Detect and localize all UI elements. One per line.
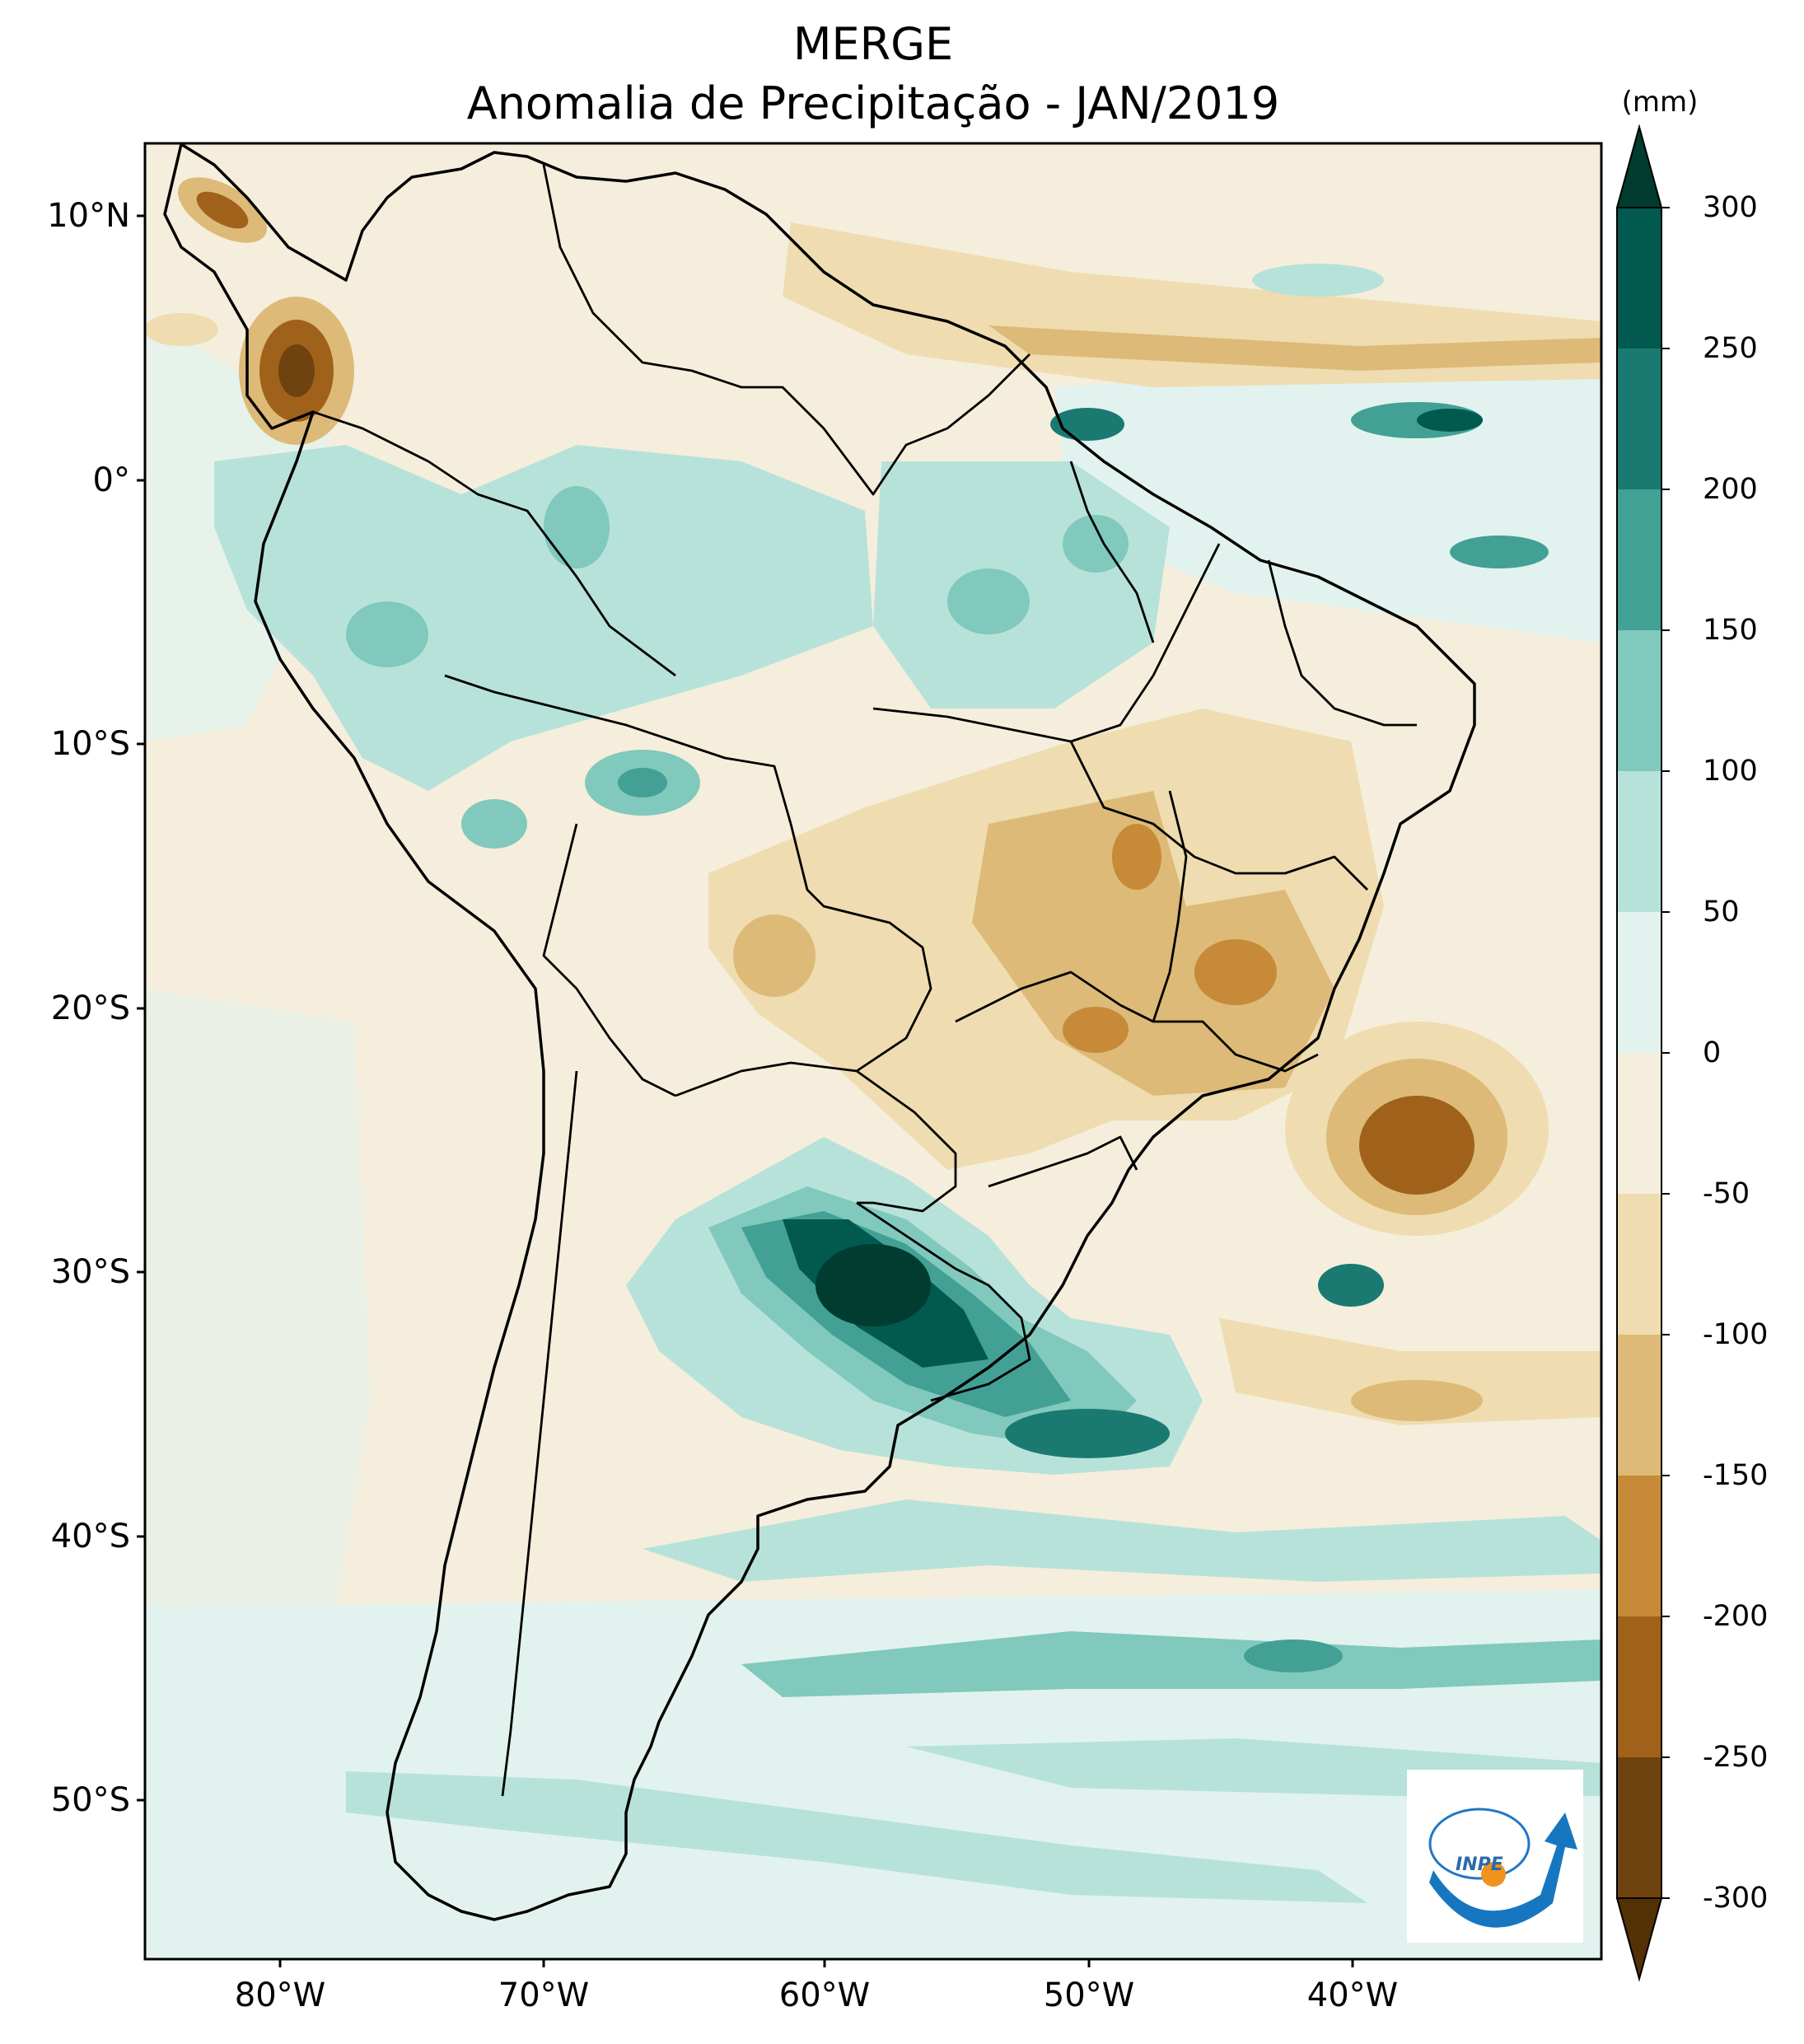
atlantic-wet-spot-4 xyxy=(1252,264,1384,297)
amazon-wet-spot-1 xyxy=(346,601,428,667)
amazon-wet-spot-4 xyxy=(947,568,1030,634)
colorbar-unit: (mm) xyxy=(1621,86,1699,119)
atlantic-wet-spot-2-core xyxy=(1417,409,1483,432)
logo-text: INPE xyxy=(1456,1855,1503,1875)
colorbar-bin-100-150 xyxy=(1617,630,1661,771)
uruguay-coast-wet xyxy=(1005,1409,1170,1458)
colorbar xyxy=(1615,124,1670,1982)
lat-label-50s: 50°S xyxy=(50,1781,130,1819)
south-wet-band-2 xyxy=(741,1631,1601,1697)
central-brazil-dry-core-3 xyxy=(1112,824,1161,890)
central-brazil-dry-mid xyxy=(972,791,1334,1096)
chart-title: MERGE xyxy=(792,18,954,70)
border-venezuela-guyana xyxy=(542,164,1031,496)
colorbar-top-extension xyxy=(1615,124,1663,208)
border-colombia-peru xyxy=(312,410,676,677)
lat-label-10s: 10°S xyxy=(50,725,130,763)
colorbar-label-minus100: -100 xyxy=(1703,1318,1769,1351)
lat-label-10n: 10°N xyxy=(47,197,130,235)
central-brazil-dry-core-1 xyxy=(1194,939,1277,1005)
border-brazil-states-central xyxy=(1069,741,1368,891)
inpe-logo: INPE xyxy=(1407,1770,1583,1943)
colorbar-bin-200-250 xyxy=(1617,348,1661,489)
south-america-coastline xyxy=(163,143,1476,1921)
atlantic-dry-band xyxy=(1219,1318,1601,1425)
colorbar-bin-150-200 xyxy=(1617,489,1661,630)
caribbean-dry-core xyxy=(196,191,249,229)
colorbar-bin-50-100 xyxy=(1617,771,1661,912)
border-brazil-states-para xyxy=(1069,461,1155,643)
country-borders xyxy=(312,164,1417,1797)
lon-label-50w: 50°W xyxy=(1043,1976,1135,2014)
colorbar-ticks xyxy=(1661,207,1670,1899)
colorbar-label-150: 150 xyxy=(1703,614,1758,647)
atlantic-wet-spot-3 xyxy=(1450,536,1549,568)
central-brazil-dry-core-2 xyxy=(1063,1007,1129,1053)
pacific-dry-spot xyxy=(145,313,218,346)
border-chile-bolivia xyxy=(542,823,676,1097)
south-wet-band-4 xyxy=(346,1771,1367,1903)
border-brazil-states-northeast xyxy=(1267,559,1417,727)
amazon-wet-spot-6 xyxy=(461,799,527,849)
colorbar-label-minus50: -50 xyxy=(1703,1177,1750,1210)
colorbar-label-minus150: -150 xyxy=(1703,1459,1769,1492)
colorbar-label-minus250: -250 xyxy=(1703,1741,1769,1774)
lat-label-40s: 40°S xyxy=(50,1518,130,1555)
lon-label-60w: 60°W xyxy=(778,1976,871,2014)
lat-label-30s: 30°S xyxy=(50,1253,130,1291)
colorbar-bin-0-50 xyxy=(1617,912,1661,1053)
south-wet-band-1 xyxy=(643,1499,1601,1582)
colorbar-bin-minus100-minus50 xyxy=(1617,1194,1661,1335)
colorbar-label-0: 0 xyxy=(1703,1036,1722,1069)
colorbar-bin-minus250-minus200 xyxy=(1617,1616,1661,1757)
lon-label-70w: 70°W xyxy=(498,1976,590,2014)
colorbar-bin-minus200-minus150 xyxy=(1617,1476,1661,1616)
lat-label-0: 0° xyxy=(92,461,130,499)
amazon-wet-west xyxy=(214,445,873,791)
logo-orbit xyxy=(1428,1808,1531,1880)
border-brazil-states-south xyxy=(988,1135,1138,1188)
colorbar-bin-minus300-minus250 xyxy=(1617,1757,1661,1898)
axis-ticks xyxy=(137,214,1354,1967)
colorbar-label-minus200: -200 xyxy=(1703,1600,1769,1633)
colorbar-label-50: 50 xyxy=(1703,896,1740,928)
colorbar-bin-250-300 xyxy=(1617,208,1661,348)
logo-swoosh xyxy=(1429,1812,1577,1928)
south-wet-spot xyxy=(1244,1639,1343,1672)
anomaly-field xyxy=(145,143,1601,1959)
guiana-dry-core xyxy=(988,325,1601,371)
border-brazil-states-north xyxy=(872,543,1221,743)
lon-label-40w: 40°W xyxy=(1306,1976,1399,2014)
atlantic-dry-band-core xyxy=(1351,1380,1483,1421)
pacific-light-south xyxy=(145,989,371,1689)
logo-sun xyxy=(1481,1862,1506,1887)
border-argentina-brazil xyxy=(856,1201,1031,1402)
colorbar-bin-minus150-minus100 xyxy=(1617,1335,1661,1476)
map-frame xyxy=(143,142,1603,1961)
atlantic-wet-spot-south xyxy=(1318,1264,1384,1307)
southern-wet-peak xyxy=(816,1244,931,1326)
paraguay-dry-spot xyxy=(733,914,816,997)
chart-subtitle: Anomalia de Precipitação - JAN/2019 xyxy=(466,77,1280,129)
colorbar-label-minus300: -300 xyxy=(1703,1882,1769,1915)
colorbar-label-250: 250 xyxy=(1703,332,1758,365)
south-atlantic-dry-core xyxy=(1359,1096,1475,1195)
border-chile-argentina xyxy=(501,1070,578,1797)
border-paraguay xyxy=(675,1061,957,1213)
colorbar-bin-minus50-0 xyxy=(1617,1053,1661,1194)
lat-label-20s: 20°S xyxy=(50,989,130,1027)
amazon-wet-spot-3-core xyxy=(618,768,667,797)
border-bolivia-brazil xyxy=(444,674,932,1073)
colombia-dry-core xyxy=(278,344,315,397)
lon-label-80w: 80°W xyxy=(234,1976,326,2014)
colorbar-bottom-extension xyxy=(1615,1897,1663,1982)
colorbar-label-200: 200 xyxy=(1703,473,1758,506)
border-brazil-states-bahia xyxy=(1152,790,1188,1022)
colorbar-label-100: 100 xyxy=(1703,755,1758,788)
colorbar-label-300: 300 xyxy=(1703,191,1758,224)
amazon-wet-spot-2 xyxy=(544,486,610,568)
